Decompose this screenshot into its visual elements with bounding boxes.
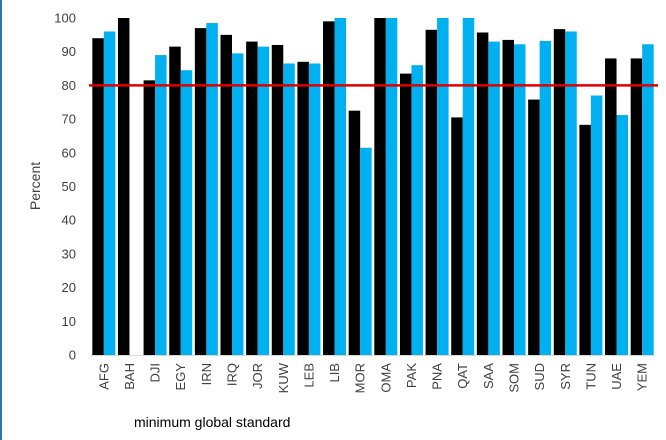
x-tick-label: SYR [558, 363, 573, 390]
bar-series-1 [348, 110, 361, 355]
x-tick-label: KUW [276, 362, 291, 393]
bar-series-2 [411, 65, 423, 356]
bar-series-1 [194, 28, 207, 356]
x-tick-label: PNA [430, 363, 445, 390]
bar-series-1 [374, 18, 386, 355]
y-tick-label: 30 [62, 246, 76, 261]
x-tick-label: BAH [122, 363, 137, 390]
plot-area [92, 18, 654, 356]
y-tick-label: 40 [62, 213, 76, 228]
x-tick-label: SUD [532, 363, 547, 390]
y-tick-label: 80 [62, 78, 76, 93]
y-tick-label: 50 [62, 179, 76, 194]
y-tick-label: 10 [62, 314, 76, 329]
bar-series-2 [514, 44, 526, 355]
bar-series-2 [308, 63, 321, 356]
x-tick-label: IRN [199, 363, 214, 385]
bar-series-1 [476, 32, 489, 356]
bar-series-2 [206, 23, 218, 356]
y-tick-label: 70 [62, 112, 76, 127]
x-tick-label: AFG [96, 363, 111, 390]
bar-series-1 [605, 58, 617, 355]
bar-series-2 [616, 115, 629, 355]
bar-series-1 [630, 58, 643, 355]
y-tick-label: 20 [62, 280, 76, 295]
x-tick-label: UAE [609, 363, 624, 390]
x-tick-label: TUN [583, 363, 598, 390]
bar-series-2 [488, 41, 500, 356]
x-tick-label: LEB [301, 363, 316, 388]
bar-series-1 [143, 80, 156, 355]
bar-series-1 [297, 61, 309, 356]
bar-series-2 [257, 46, 270, 356]
bar-series-1 [271, 44, 284, 356]
x-tick-label: LIB [327, 363, 342, 383]
x-tick-label: QAT [455, 363, 470, 389]
bar-series-2 [565, 31, 577, 355]
bar-series-2 [642, 44, 654, 355]
bar-series-2 [360, 147, 372, 355]
bar-series-1 [323, 21, 335, 356]
bar-series-1 [553, 29, 566, 355]
bar-series-1 [117, 18, 130, 355]
x-tick-label: YEM [635, 363, 650, 391]
y-tick-label: 90 [62, 44, 76, 59]
bar-series-1 [92, 38, 104, 355]
x-axis: AFG BAH DJI EGY IRN IRQ JOR KUW LEB LIB MOR OMA PAK P… [91, 355, 655, 393]
y-tick-label: 0 [69, 348, 76, 363]
bar-series-1 [169, 46, 181, 356]
y-tick-label: 60 [62, 145, 76, 160]
bar-series-1 [451, 117, 463, 355]
y-axis-title: Percent [27, 162, 43, 210]
bar-series-2 [180, 70, 193, 356]
bar-series-1 [220, 34, 232, 355]
x-tick-label: IRQ [225, 363, 240, 386]
bar-series-2 [437, 18, 449, 355]
bar-series-2 [283, 63, 295, 356]
bar-series-1 [528, 99, 540, 355]
bar-series-1 [502, 39, 514, 355]
bar-series-2 [103, 31, 116, 355]
bar-series-2 [334, 18, 347, 355]
x-tick-label: PAK [404, 363, 419, 388]
bar-series-1 [399, 73, 412, 355]
x-tick-label: EGY [173, 363, 188, 391]
bar-series-1 [579, 124, 591, 355]
bar-series-2 [155, 55, 167, 355]
x-tick-label: JOR [250, 363, 265, 389]
y-axis: 0 10 20 30 40 50 60 70 80 90 100 [54, 11, 76, 363]
bar-series-2 [539, 40, 552, 355]
bar-series-1 [425, 29, 438, 355]
x-tick-label: DJI [148, 363, 163, 383]
bar-series-2 [385, 18, 398, 355]
x-tick-label: SOM [507, 363, 522, 393]
y-tick-label: 100 [54, 11, 76, 26]
bar-series-1 [246, 41, 258, 356]
bar-series-2 [590, 95, 603, 355]
reference-line-label: minimum global standard [134, 414, 291, 430]
x-tick-label: SAA [481, 363, 496, 389]
bar-series-2 [462, 18, 475, 355]
x-tick-label: OMA [378, 363, 393, 393]
bar-series-2 [232, 53, 244, 355]
frame-left-border [0, 0, 2, 440]
x-tick-label: MOR [353, 363, 368, 393]
